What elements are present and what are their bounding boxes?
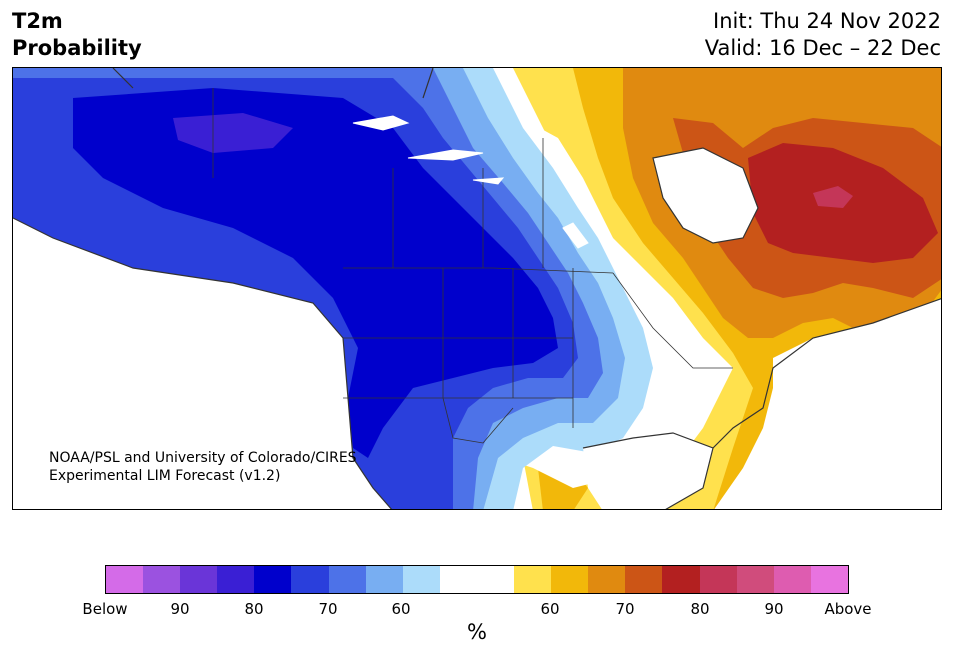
colorbar-below-segment [106,566,144,593]
colorbar-tick-label: 60 [540,600,560,618]
colorbar-above-segment [773,566,811,593]
colorbar-tick-label: 70 [615,600,635,618]
colorbar-tick-label: 70 [318,600,338,618]
colorbar-below-segment [291,566,329,593]
colorbar-above-segment [662,566,700,593]
colorbar-tick-label: Above [824,600,872,618]
colorbar-below-segment [365,566,403,593]
colorbar-tick-label: 60 [391,600,411,618]
colorbar-below-segment [402,566,440,593]
colorbar-below-segment [217,566,255,593]
colorbar-tick-label: Below [82,600,128,618]
credit-line-1: NOAA/PSL and University of Colorado/CIRE… [49,450,357,466]
colorbar-tick-label: 80 [690,600,710,618]
colorbar-above-segment [514,566,552,593]
colorbar-above-segment [551,566,589,593]
colorbar-above-segment [810,566,848,593]
colorbar-below-segment [254,566,292,593]
hudson-bay [653,148,758,243]
init-date: Init: Thu 24 Nov 2022 [713,9,941,33]
colorbar-above-segment [736,566,774,593]
below-85-spot [173,113,293,153]
title-type: Probability [12,36,142,60]
political-borders [212,88,733,444]
colorbar-above-segment [699,566,737,593]
ocean-atlantic [714,298,941,509]
colorbar [105,565,849,594]
colorbar-above-segment [588,566,626,593]
ocean-gulf [583,433,713,509]
colorbar-above-segment [625,566,663,593]
colorbar-below-segment [328,566,366,593]
colorbar-tick-label: 80 [244,600,264,618]
valid-date: Valid: 16 Dec – 22 Dec [704,36,941,60]
above-85-spot [813,186,853,208]
colorbar-neutral-segment [439,566,515,593]
colorbar-tick-label: 90 [170,600,190,618]
credit-line-2: Experimental LIM Forecast (v1.2) [49,468,281,484]
ocean-pacific [13,218,392,509]
coastlines [13,68,941,509]
title-variable: T2m [12,9,63,33]
lakes [352,115,589,249]
plot-title: T2m Probability [12,8,142,62]
colorbar-below-segment [143,566,181,593]
forecast-dates: Init: Thu 24 Nov 2022 Valid: 16 Dec – 22… [705,8,941,62]
credit-text: NOAA/PSL and University of Colorado/CIRE… [49,449,357,485]
colorbar-tick-label: 90 [764,600,784,618]
forecast-map [12,67,942,510]
colorbar-unit: % [467,620,487,644]
map-svg [13,68,941,509]
colorbar-below-segment [180,566,218,593]
below-80-region [73,88,558,458]
